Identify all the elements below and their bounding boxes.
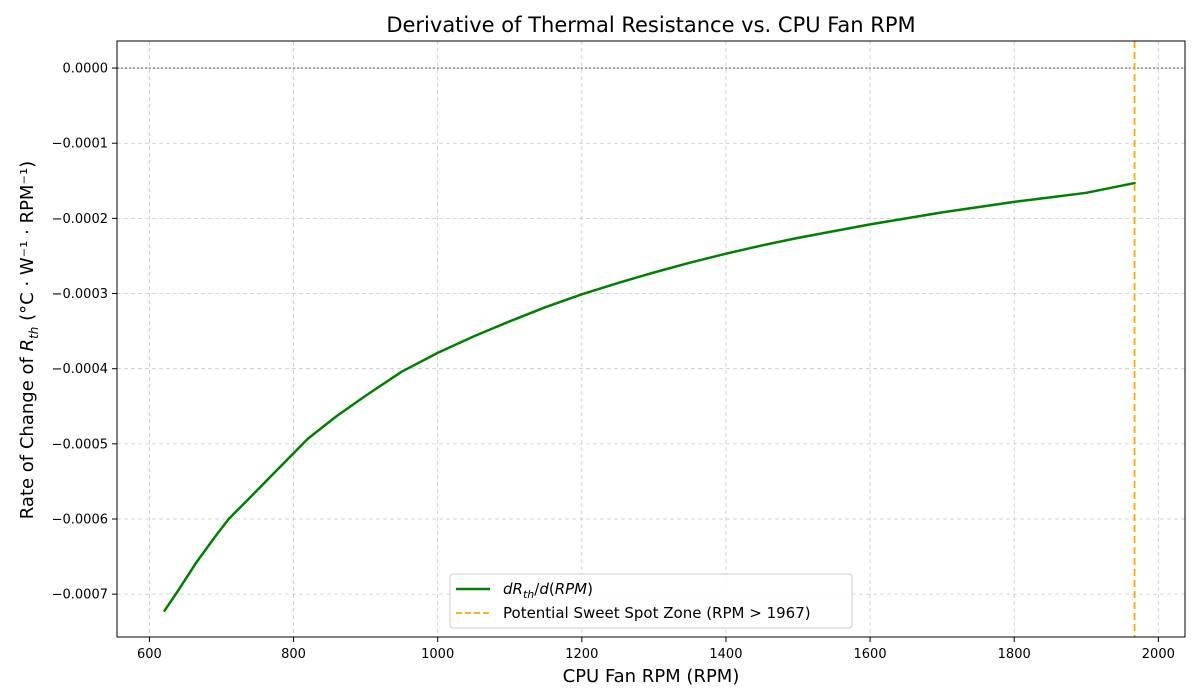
legend-label-part: ( xyxy=(549,580,555,598)
chart-title: Derivative of Thermal Resistance vs. CPU… xyxy=(386,13,915,37)
x-axis-title: CPU Fan RPM (RPM) xyxy=(563,666,740,687)
legend-label-sweet-spot: Potential Sweet Spot Zone (RPM > 1967) xyxy=(503,604,811,622)
y-axis: 0.0000 −0.0001 −0.0002 −0.0003 −0.0004 −0.000… xyxy=(52,62,117,603)
legend-label-part: d xyxy=(539,580,549,598)
y-tick-label: −0.0004 xyxy=(52,362,108,377)
legend-label-part: th xyxy=(523,588,534,601)
derivative-series-line xyxy=(163,181,1136,612)
legend-label-derivative: dRth/d(RPM) xyxy=(503,580,593,601)
legend-label-part: / xyxy=(534,580,540,598)
y-tick-label: −0.0006 xyxy=(52,513,108,528)
grid xyxy=(117,41,1185,637)
x-tick-label: 1000 xyxy=(421,647,454,662)
y-axis-title-units: (°C · W⁻¹ · RPM⁻¹) xyxy=(17,161,38,327)
y-axis-title: Rate of Change of Rth (°C · W⁻¹ · RPM⁻¹) xyxy=(17,161,41,519)
x-tick-label: 2000 xyxy=(1142,647,1175,662)
y-tick-label: −0.0002 xyxy=(52,212,108,227)
series-group xyxy=(163,41,1136,637)
y-tick-label: −0.0005 xyxy=(52,437,108,452)
x-tick-label: 1200 xyxy=(565,647,598,662)
y-axis-title-symbol: R xyxy=(17,339,38,352)
y-axis-title-subscript: th xyxy=(27,327,41,339)
x-tick-label: 600 xyxy=(137,647,162,662)
x-tick-label: 1800 xyxy=(998,647,1031,662)
plot-frame xyxy=(116,40,1186,638)
y-tick-label: −0.0003 xyxy=(52,287,108,302)
y-tick-label: −0.0001 xyxy=(52,137,108,152)
y-axis-title-prefix: Rate of Change of xyxy=(17,351,38,519)
x-tick-label: 800 xyxy=(281,647,306,662)
legend-label-part: ) xyxy=(587,580,593,598)
y-tick-label: −0.0007 xyxy=(52,588,108,603)
legend-label-part: RPM xyxy=(555,580,587,598)
legend: dRth/d(RPM) Potential Sweet Spot Zone (R… xyxy=(449,573,853,629)
y-tick-label: 0.0000 xyxy=(63,62,109,77)
x-axis: 600 800 1000 1200 1400 1600 1800 2000 xyxy=(137,637,1175,662)
x-tick-label: 1600 xyxy=(854,647,887,662)
x-tick-label: 1400 xyxy=(709,647,742,662)
legend-label-part: dR xyxy=(503,580,523,598)
legend-box xyxy=(449,573,853,629)
